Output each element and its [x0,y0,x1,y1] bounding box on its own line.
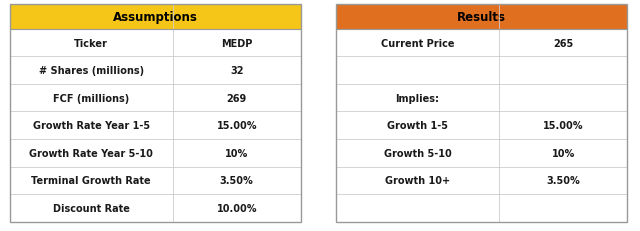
Text: Growth Rate Year 5-10: Growth Rate Year 5-10 [29,148,153,158]
Text: FCF (millions): FCF (millions) [53,93,129,103]
Text: Growth Rate Year 1-5: Growth Rate Year 1-5 [33,121,150,131]
Text: 15.00%: 15.00% [216,121,257,131]
Text: Growth 10+: Growth 10+ [385,176,450,185]
Text: Assumptions: Assumptions [113,11,198,24]
Text: Results: Results [457,11,506,24]
Text: Growth 1-5: Growth 1-5 [387,121,448,131]
Text: 269: 269 [227,93,247,103]
Text: # Shares (millions): # Shares (millions) [38,66,144,76]
Text: 10%: 10% [225,148,248,158]
Text: Discount Rate: Discount Rate [52,203,129,213]
Text: 15.00%: 15.00% [543,121,584,131]
Text: Growth 5-10: Growth 5-10 [383,148,451,158]
Bar [10,5,301,30]
Bar [336,5,627,30]
Text: 3.50%: 3.50% [220,176,253,185]
Text: 32: 32 [230,66,243,76]
Text: Ticker: Ticker [74,38,108,48]
Text: 3.50%: 3.50% [547,176,580,185]
Text: 265: 265 [553,38,573,48]
Text: Terminal Growth Rate: Terminal Growth Rate [31,176,151,185]
Text: MEDP: MEDP [221,38,252,48]
Text: 10.00%: 10.00% [216,203,257,213]
Text: Implies:: Implies: [396,93,440,103]
Text: 10%: 10% [552,148,575,158]
Text: Current Price: Current Price [381,38,454,48]
